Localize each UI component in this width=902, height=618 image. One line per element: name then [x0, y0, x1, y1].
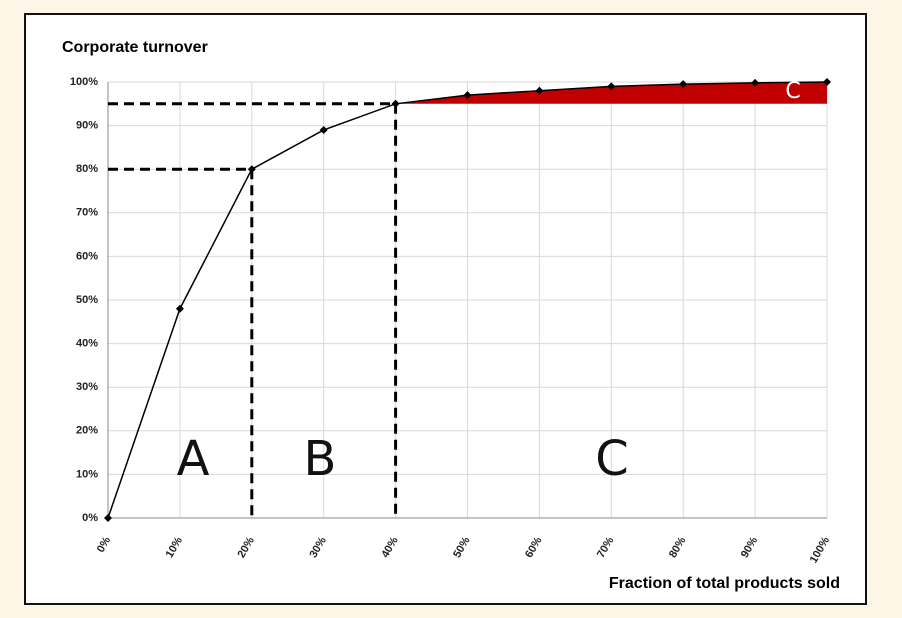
region-label: C	[785, 79, 800, 104]
marker	[319, 125, 328, 134]
y-tick-label: 70%	[76, 207, 98, 219]
y-tick-label: 40%	[76, 338, 98, 350]
marker	[823, 78, 831, 86]
frame	[24, 13, 867, 605]
marker	[463, 91, 472, 100]
chart-title: Corporate turnover	[62, 39, 208, 56]
marker	[391, 99, 400, 108]
marker	[751, 78, 760, 87]
marker	[175, 304, 184, 313]
y-tick-label: 80%	[76, 163, 98, 175]
marker	[535, 86, 544, 95]
marker	[247, 165, 256, 174]
x-axis-label: Fraction of total products sold	[609, 575, 840, 592]
highlight-area	[395, 82, 827, 104]
marker	[104, 514, 112, 522]
region-label: A	[177, 431, 210, 487]
region-label: C	[595, 431, 629, 487]
y-tick-label: 100%	[70, 76, 98, 88]
region-label: B	[304, 431, 337, 487]
marker	[679, 80, 688, 89]
y-tick-label: 90%	[76, 120, 98, 132]
y-tick-label: 60%	[76, 250, 98, 262]
y-tick-label: 10%	[76, 468, 98, 480]
y-tick-label: 20%	[76, 425, 98, 437]
y-tick-label: 30%	[76, 381, 98, 393]
y-tick-label: 0%	[82, 512, 98, 524]
marker	[607, 82, 616, 91]
y-tick-label: 50%	[76, 294, 98, 306]
